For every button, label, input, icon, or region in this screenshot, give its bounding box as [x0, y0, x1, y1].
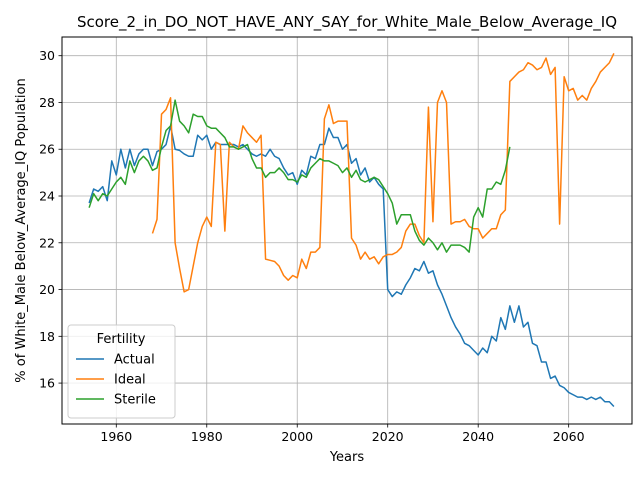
plot-frame	[61, 36, 633, 425]
y-tick-label: 20	[39, 282, 55, 297]
x-tick-label: 2040	[462, 429, 494, 444]
x-tick-label: 2060	[553, 429, 585, 444]
y-tick-label: 18	[39, 329, 55, 344]
y-axis-label: % of White_Male Below_Average_IQ Populat…	[14, 78, 29, 382]
y-tick-label: 16	[39, 376, 55, 391]
y-tick-label: 22	[39, 235, 55, 250]
chart-title: Score_2_in_DO_NOT_HAVE_ANY_SAY_for_White…	[77, 13, 617, 32]
x-tick-label: 2020	[372, 429, 404, 444]
x-tick-label: 1980	[191, 429, 223, 444]
x-tick-label: 1960	[100, 429, 132, 444]
series-line-actual	[88, 125, 615, 407]
legend-label-ideal: Ideal	[114, 373, 146, 388]
legend: Fertility Actual Ideal Sterile	[67, 324, 176, 419]
y-tick-label: 28	[39, 95, 55, 110]
legend-box	[67, 324, 176, 419]
legend-label-actual: Actual	[114, 353, 155, 368]
x-tick-label: 2000	[281, 429, 313, 444]
axis-ticks: 1960 1980 2000 2020 2040 2060 16 18 20 22 24 26 28 30	[39, 48, 585, 444]
y-tick-label: 26	[39, 142, 55, 157]
y-tick-label: 30	[39, 48, 55, 63]
legend-entries: Actual Ideal Sterile	[76, 353, 156, 408]
x-axis-label: Years	[329, 450, 365, 465]
series-lines	[88, 53, 615, 407]
legend-title: Fertility	[97, 332, 146, 347]
series-line-sterile	[88, 99, 511, 253]
legend-label-sterile: Sterile	[114, 393, 156, 408]
series-line-ideal	[151, 53, 615, 293]
y-tick-label: 24	[39, 189, 55, 204]
